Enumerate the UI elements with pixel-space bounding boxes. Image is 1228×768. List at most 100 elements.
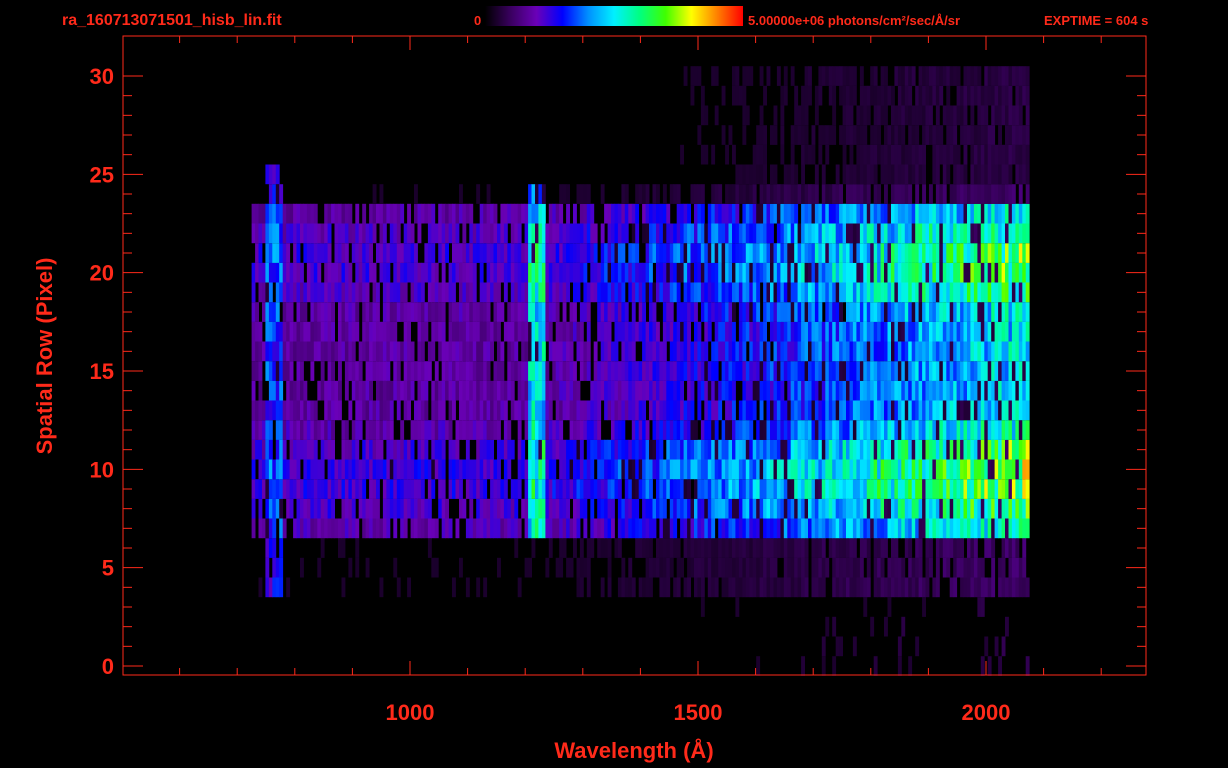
heatmap-cell (369, 302, 373, 322)
heatmap-cell (497, 479, 501, 499)
heatmap-cell (977, 125, 982, 145)
heatmap-cell (559, 400, 564, 421)
heatmap-cell (687, 361, 691, 381)
heatmap-cell (738, 243, 743, 263)
heatmap-cell (465, 243, 470, 263)
heatmap-cell (929, 479, 933, 499)
heatmap-cell (324, 321, 329, 342)
heatmap-cell (497, 223, 501, 244)
heatmap-cell (1005, 577, 1009, 598)
heatmap-cell (763, 380, 767, 401)
heatmap-cell (317, 262, 322, 283)
heatmap-cell (732, 380, 736, 401)
heatmap-cell (579, 184, 584, 204)
heatmap-cell (773, 498, 778, 519)
heatmap-cell (745, 479, 750, 499)
heatmap-cell (839, 66, 843, 86)
heatmap-cell (452, 479, 456, 499)
heatmap-cell (994, 144, 999, 165)
heatmap-cell (742, 184, 747, 204)
heatmap-cell (465, 302, 470, 322)
heatmap-cell (1018, 557, 1023, 578)
heatmap-cell (752, 184, 757, 204)
heatmap-cell (372, 203, 377, 224)
heatmap-cell (884, 321, 888, 342)
heatmap-cell (414, 184, 418, 204)
heatmap-cell (320, 538, 325, 558)
heatmap-cell (721, 420, 726, 440)
heatmap-cell (262, 203, 266, 224)
heatmap-cell (320, 498, 325, 519)
heatmap-cell (313, 439, 318, 460)
heatmap-cell (559, 518, 564, 539)
heatmap-cell (863, 85, 868, 106)
heatmap-cell (801, 105, 805, 126)
heatmap-cell (839, 498, 843, 519)
heatmap-cell (877, 577, 881, 598)
heatmap-cell (852, 164, 857, 185)
heatmap-cell (1001, 380, 1006, 401)
heatmap-cell (922, 341, 926, 362)
heatmap-cell (1011, 380, 1016, 401)
heatmap-cell (479, 498, 484, 519)
heatmap-cell (372, 282, 377, 303)
heatmap-cell (1022, 341, 1027, 362)
heatmap-cell (490, 223, 494, 244)
heatmap-cell (925, 439, 930, 460)
heatmap-cell (873, 262, 878, 283)
heatmap-cell (821, 636, 826, 657)
heatmap-cell (787, 223, 792, 244)
heatmap-cell (503, 459, 508, 480)
heatmap-cell (732, 518, 736, 539)
heatmap-cell (891, 498, 895, 519)
heatmap-cell (852, 361, 857, 381)
heatmap-cell (846, 361, 850, 381)
heatmap-cell (611, 361, 615, 381)
heatmap-cell (382, 341, 387, 362)
heatmap-cell (842, 66, 847, 86)
heatmap-cell (279, 498, 284, 519)
heatmap-cell (676, 498, 681, 519)
heatmap-cell (486, 302, 491, 322)
heatmap-cell (697, 498, 702, 519)
heatmap-cell (832, 479, 837, 499)
heatmap-cell (1025, 66, 1030, 86)
heatmap-cell (445, 361, 449, 381)
heatmap-cell (911, 144, 916, 165)
heatmap-cell (773, 420, 778, 440)
heatmap-cell (694, 243, 698, 263)
heatmap-cell (420, 262, 425, 283)
heatmap-cell (490, 243, 494, 263)
heatmap-cell (438, 380, 443, 401)
heatmap-cell (773, 577, 778, 598)
heatmap-cell (300, 518, 304, 539)
heatmap-cell (548, 538, 553, 558)
heatmap-cell (897, 400, 902, 421)
heatmap-cell (1001, 66, 1006, 86)
heatmap-cell (403, 479, 408, 499)
heatmap-cell (1022, 557, 1027, 578)
heatmap-cell (835, 498, 840, 519)
heatmap-cell (742, 498, 747, 519)
heatmap-cell (279, 184, 284, 204)
heatmap-cell (770, 498, 774, 519)
heatmap-cell (776, 341, 781, 362)
heatmap-cell (614, 361, 619, 381)
heatmap-cell (891, 341, 895, 362)
heatmap-cell (669, 479, 674, 499)
heatmap-cell (431, 479, 436, 499)
heatmap-cell (414, 302, 418, 322)
heatmap-cell (272, 184, 277, 204)
heatmap-cell (569, 459, 574, 480)
heatmap-cell (344, 262, 349, 283)
heatmap-cell (676, 184, 681, 204)
heatmap-cell (369, 223, 373, 244)
heatmap-cell (376, 341, 380, 362)
heatmap-cell (317, 321, 322, 342)
heatmap-cell (849, 66, 854, 86)
heatmap-cell (673, 498, 678, 519)
heatmap-cell (420, 498, 425, 519)
heatmap-cell (984, 203, 989, 224)
heatmap-cell (469, 243, 474, 263)
